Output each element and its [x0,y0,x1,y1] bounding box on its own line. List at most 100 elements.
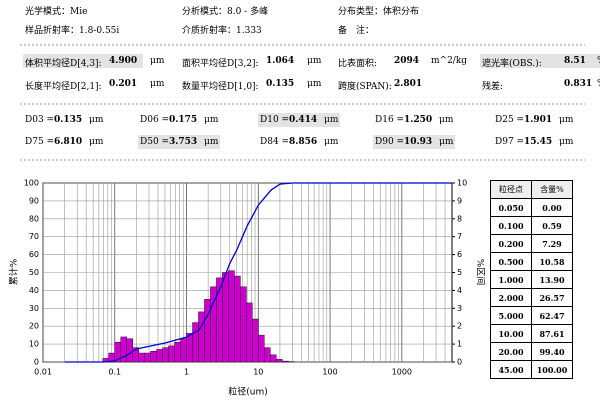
y2-tick-label: 10 [457,179,467,188]
header-field: 分析模式：8.0 - 多峰 [182,7,269,17]
stat-label: 数量平均径D[1,0]: [182,82,259,92]
stat-value: 0.175 [169,115,198,125]
histogram-bar [162,347,169,363]
y-tick-label: 10 [29,340,39,349]
histogram-bar [156,349,163,363]
y-tick-label: 0 [34,358,39,367]
stat-value: 10.93 [404,137,433,147]
table-row: 0.100 0.59 [490,216,573,235]
table-row: 0.050 0.00 [490,198,573,217]
stat-unit: μm [89,137,104,147]
histogram-bar [192,322,199,363]
highlight [480,54,600,68]
stat-value: 1.064 [266,56,295,66]
stat-value: 8.51 [564,56,586,66]
histogram-bar [246,302,253,363]
histogram-bar [270,354,277,363]
table-row: 20.00 99.40 [490,342,573,361]
table-cell: 10.00 [490,324,532,343]
table-cell: 87.61 [531,324,573,343]
x-tick-label: 0.1 [108,368,121,377]
histogram-bar [204,299,211,363]
y2-tick-label: 3 [457,304,462,313]
x-tick-label: 100 [322,368,337,377]
stat-unit: μm [204,137,219,147]
cumulative-line [64,182,452,363]
stat-label: 残差: [482,82,504,92]
histogram-bar [198,311,205,363]
stat-unit: μm [439,137,454,147]
stat-label: D06 = [140,115,170,125]
y2-axis-label: %区间 [475,259,487,286]
y-tick-label: 40 [29,286,39,295]
stat-value: 15.45 [524,137,553,147]
stat-value: 1.250 [404,115,433,125]
histogram-bar [150,351,157,363]
table-cell: 1.000 [490,270,532,289]
header-field: 备 注： [338,26,375,36]
header-field: 分布类型：体积分布 [338,7,420,17]
stat-unit: μm [307,56,322,66]
table-cell: 45.00 [490,360,532,379]
stat-value: 2.801 [394,79,423,89]
histogram-bar [275,359,283,363]
histogram-bar [228,270,235,363]
header-field: 样品折射率：1.8-0.55i [25,26,120,36]
histogram-bar [144,352,151,363]
histogram-bar [252,318,259,363]
table-row: 0.200 7.29 [490,234,573,253]
y2-tick-label: 1 [457,340,462,349]
highlight [373,135,455,149]
table-cell: 7.29 [531,234,573,253]
stat-unit: m^2/kg [431,56,468,66]
stat-value: 0.414 [289,115,318,125]
histogram-bar [264,347,271,363]
table-cell: 0.200 [490,234,532,253]
table-cell: 20.00 [490,342,532,361]
stat-unit: μm [324,115,339,125]
highlight [258,113,340,127]
table-cell: 13.90 [531,270,573,289]
stat-value: 4.900 [109,56,138,66]
stat-unit: μm [150,56,165,66]
header-field: 光学模式：Mie [25,7,88,17]
stat-value: 0.201 [109,79,138,89]
stat-label: D16 = [375,115,405,125]
stat-value: 3.753 [169,137,198,147]
table-cell: 26.57 [531,288,573,307]
y2-tick-label: 6 [457,250,462,259]
table-cell: 62.47 [531,306,573,325]
histogram-bar [222,272,229,363]
table-cell: 0.050 [490,198,532,217]
stat-label: 比表面积: [338,59,378,69]
histogram-bar [281,360,289,363]
table-cell: 99.40 [531,342,573,361]
y-tick-label: 50 [29,268,39,277]
size-table: 粒径点 含量% 0.050 0.00 0.100 0.59 0.200 7.29 0.500 10… [490,180,573,379]
y2-tick-label: 8 [457,214,462,223]
column-header: 粒径点 [490,180,532,199]
y2-tick-label: 0 [457,358,462,367]
x-tick-label: 1 [184,368,189,377]
stat-unit: % [597,56,600,66]
stat-value: 1.901 [524,115,553,125]
stat-value: 0.831 [564,79,593,89]
table-cell: 2.000 [490,288,532,307]
histogram-bar [126,338,133,363]
stat-value: 6.810 [54,137,83,147]
table-row: 5.000 62.47 [490,306,573,325]
histogram-bar [186,333,193,363]
y-tick-label: 70 [29,232,39,241]
stat-label: D97 = [495,137,525,147]
y-tick-label: 20 [29,322,39,331]
y-tick-label: 60 [29,250,39,259]
table-cell: 100.00 [531,360,573,379]
stat-unit: μm [324,137,339,147]
histogram-bar [234,275,241,363]
stat-label: 跨度(SPAN): [338,82,392,92]
y2-tick-label: 5 [457,268,462,277]
histogram-bar [240,286,247,363]
stat-unit: μm [204,115,219,125]
highlight [23,54,143,68]
table-row: 2.000 26.57 [490,288,573,307]
